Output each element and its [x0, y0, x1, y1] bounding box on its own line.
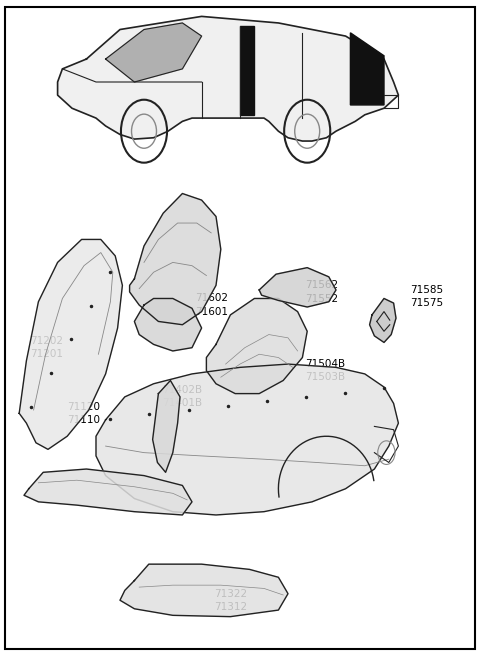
Text: 71402B
71401B: 71402B 71401B — [162, 385, 203, 409]
Text: 71322
71312: 71322 71312 — [214, 588, 247, 612]
Text: 71562
71552: 71562 71552 — [305, 280, 338, 304]
Polygon shape — [58, 16, 398, 141]
Polygon shape — [259, 268, 336, 307]
Polygon shape — [120, 564, 288, 617]
Polygon shape — [96, 364, 398, 515]
Polygon shape — [240, 26, 254, 115]
Text: 71602
71601: 71602 71601 — [195, 293, 228, 317]
Polygon shape — [24, 469, 192, 515]
Polygon shape — [370, 298, 396, 342]
Text: 71120
71110: 71120 71110 — [68, 401, 100, 425]
Polygon shape — [130, 194, 221, 325]
Polygon shape — [106, 23, 202, 82]
Text: 71504B
71503B: 71504B 71503B — [305, 359, 345, 382]
Text: 71585
71575: 71585 71575 — [410, 285, 444, 308]
Text: 71202
71201: 71202 71201 — [31, 336, 63, 359]
Polygon shape — [134, 298, 202, 351]
Polygon shape — [350, 33, 384, 105]
Polygon shape — [153, 380, 180, 472]
Polygon shape — [206, 298, 307, 394]
Polygon shape — [19, 239, 122, 449]
